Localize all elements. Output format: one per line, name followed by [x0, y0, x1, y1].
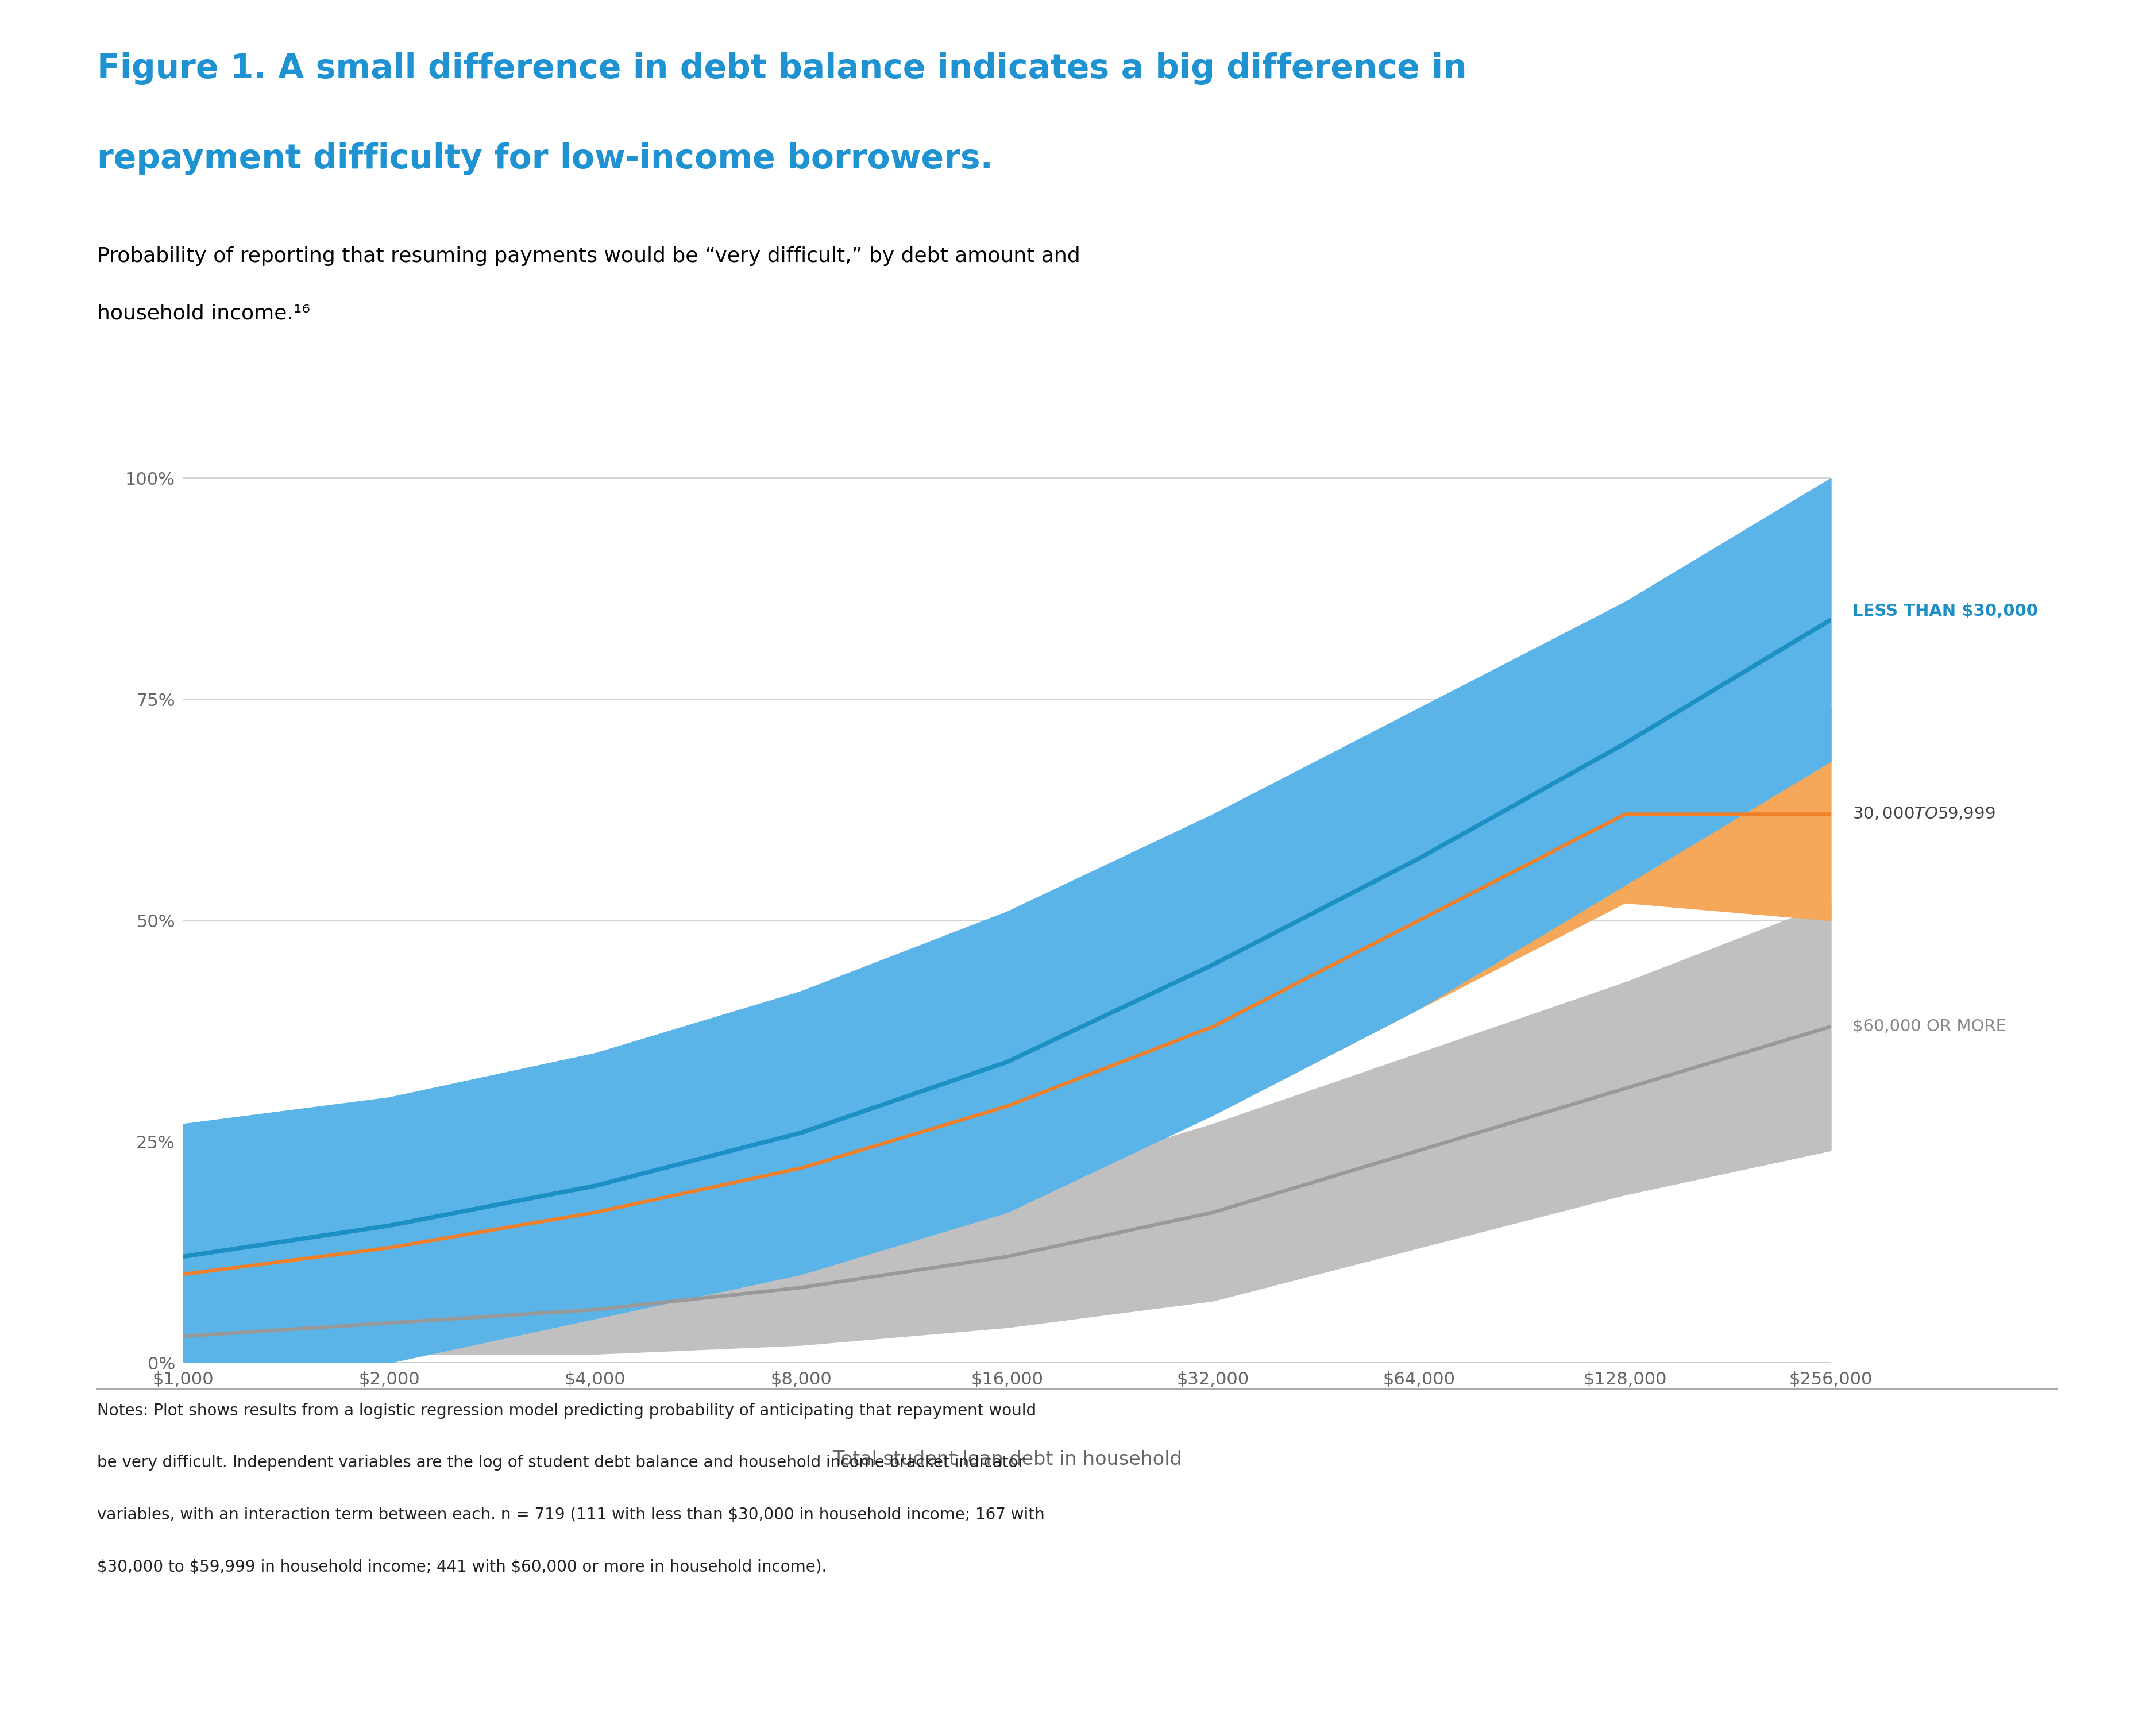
- Text: household income.¹⁶: household income.¹⁶: [97, 304, 310, 323]
- Text: Total student loan debt in household: Total student loan debt in household: [831, 1450, 1183, 1469]
- Text: Figure 1. A small difference in debt balance indicates a big difference in: Figure 1. A small difference in debt bal…: [97, 52, 1467, 85]
- Text: LESS THAN $30,000: LESS THAN $30,000: [1852, 602, 2038, 620]
- Text: Probability of reporting that resuming payments would be “very difficult,” by de: Probability of reporting that resuming p…: [97, 247, 1079, 266]
- Text: Notes: Plot shows results from a logistic regression model predicting probabilit: Notes: Plot shows results from a logisti…: [97, 1403, 1036, 1418]
- Text: variables, with an interaction term between each. n = 719 (111 with less than $3: variables, with an interaction term betw…: [97, 1507, 1045, 1522]
- Text: $30,000 TO $59,999: $30,000 TO $59,999: [1852, 806, 1995, 823]
- Text: repayment difficulty for low-income borrowers.: repayment difficulty for low-income borr…: [97, 142, 993, 175]
- Text: be very difficult. Independent variables are the log of student debt balance and: be very difficult. Independent variables…: [97, 1455, 1025, 1470]
- Text: $60,000 OR MORE: $60,000 OR MORE: [1852, 1019, 2005, 1035]
- Text: $30,000 to $59,999 in household income; 441 with $60,000 or more in household in: $30,000 to $59,999 in household income; …: [97, 1559, 827, 1575]
